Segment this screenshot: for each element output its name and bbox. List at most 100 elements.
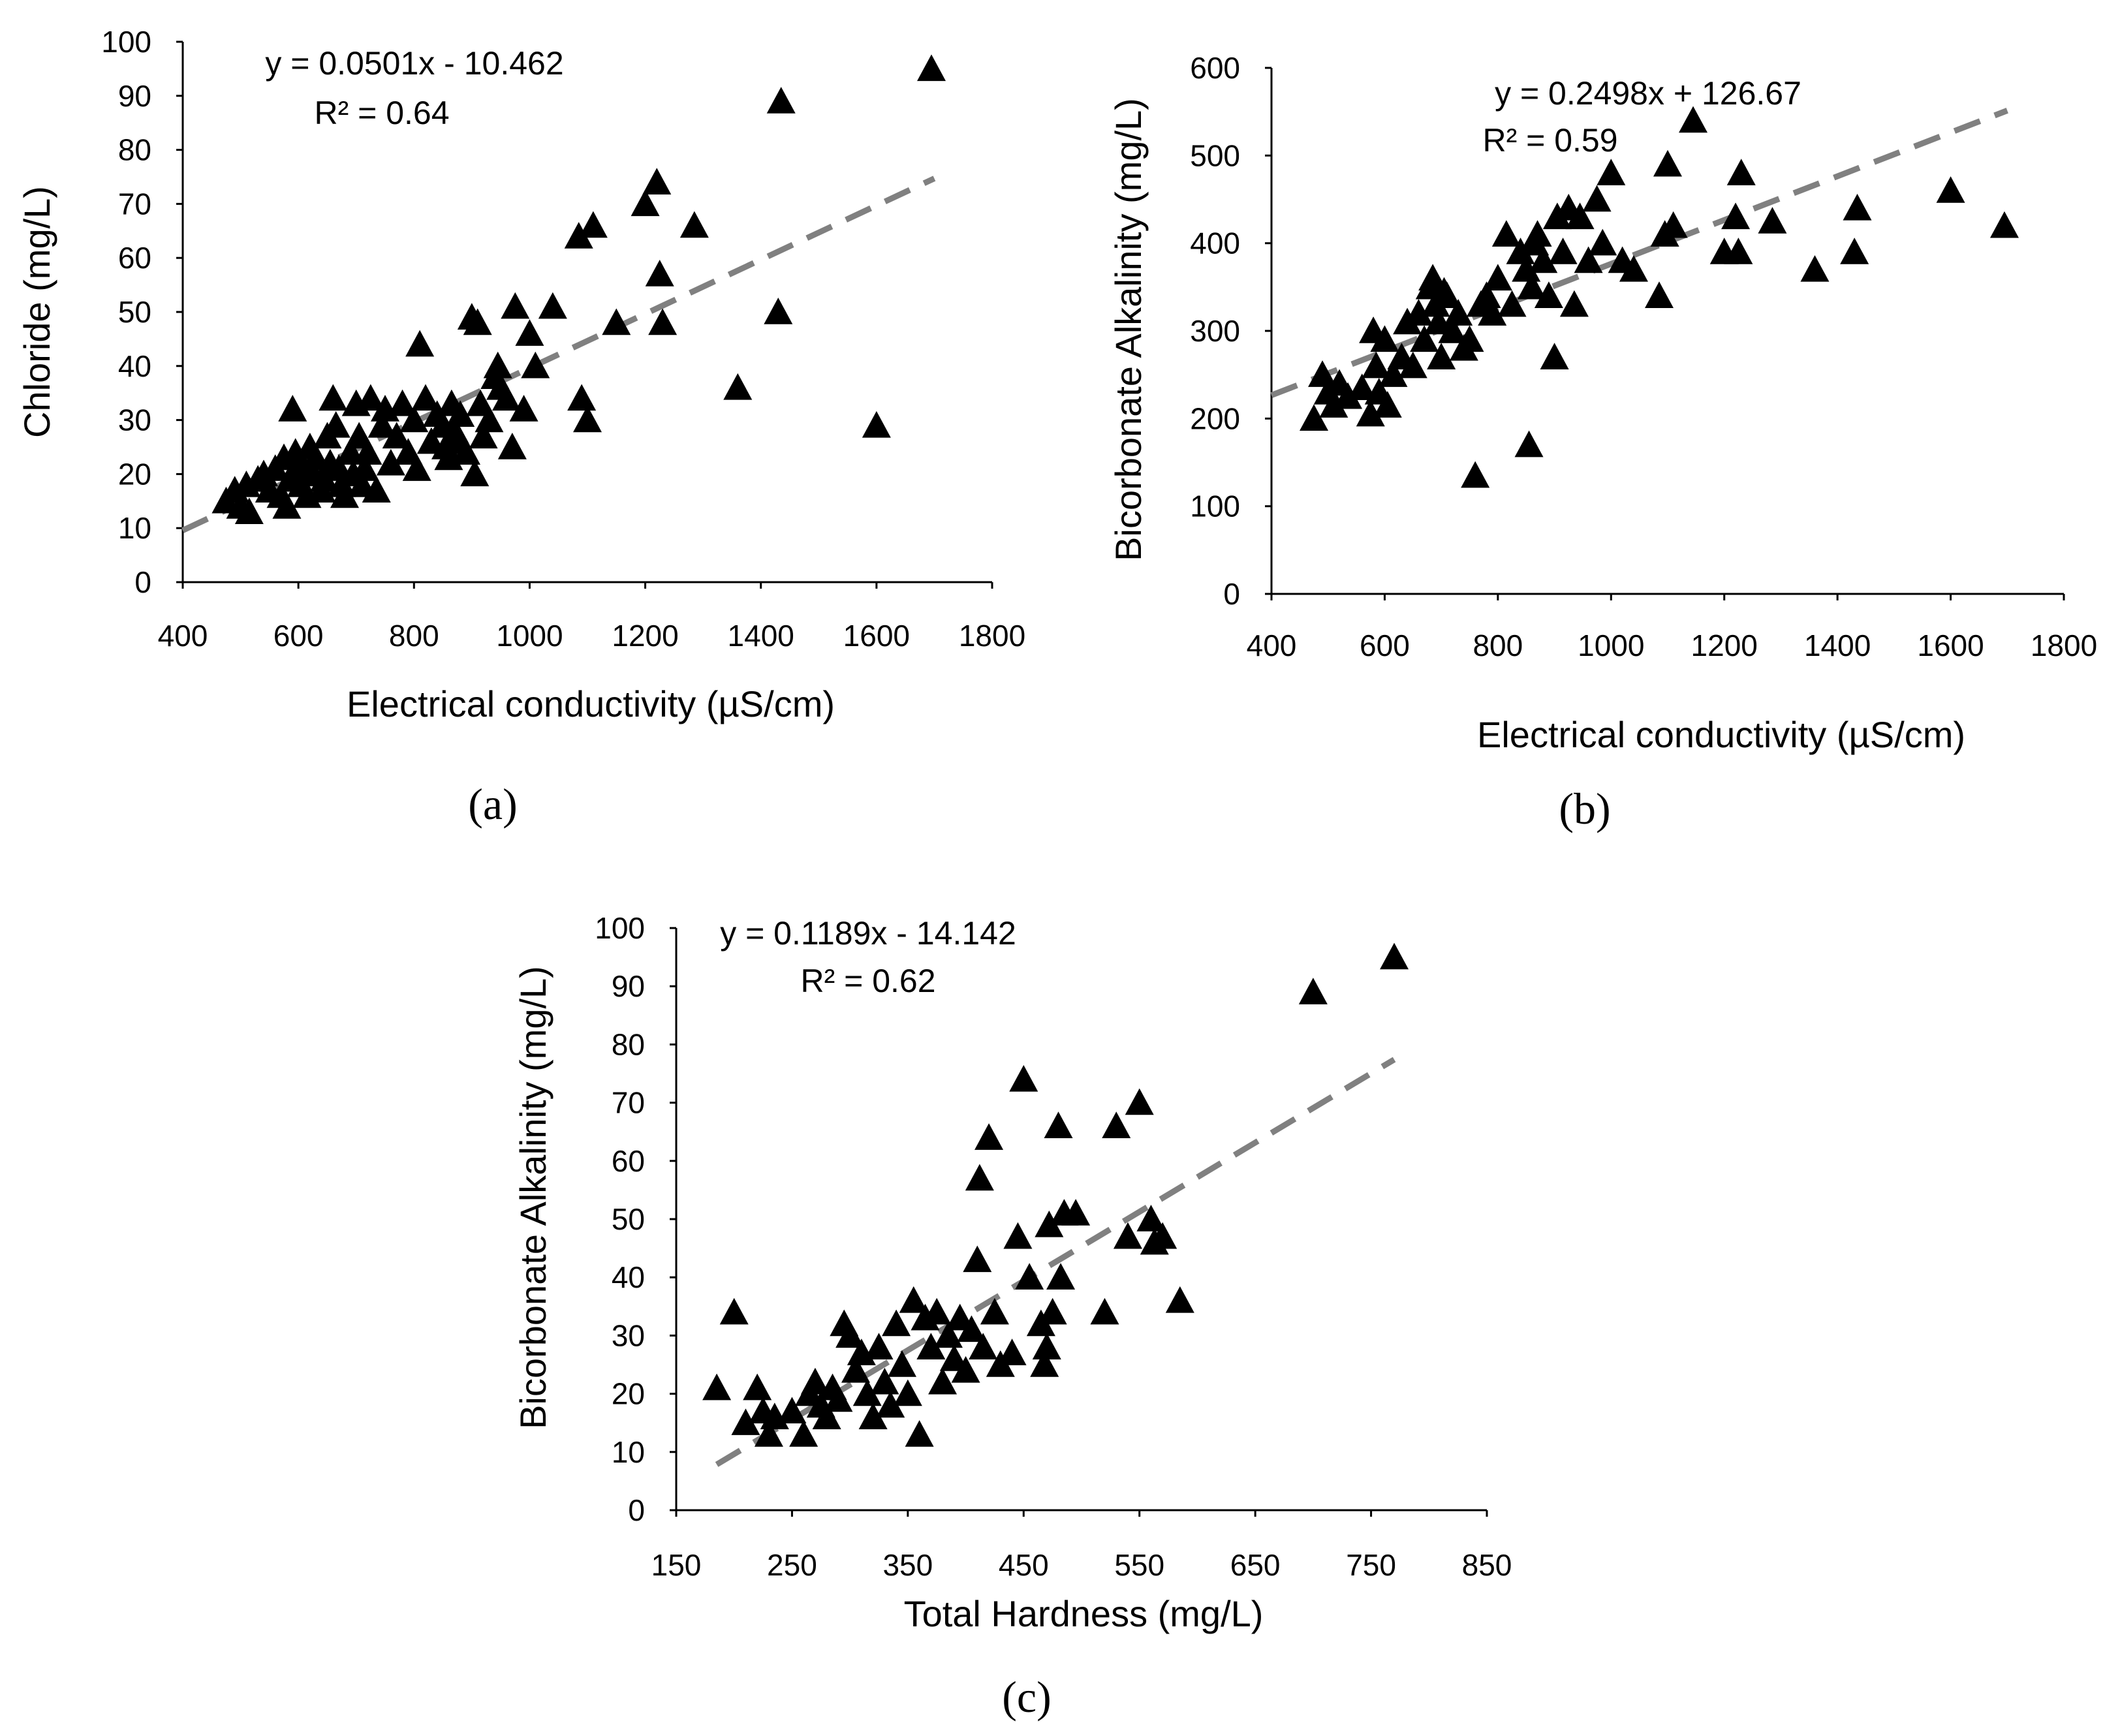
data-point [399,405,429,433]
data-point [1653,149,1682,177]
x-tick-label: 800 [1473,628,1523,662]
data-point [922,1297,952,1325]
data-point [272,492,302,519]
y-axis-title: Bicorbonate Alkalinity (mg/L) [512,966,553,1429]
x-axis-title: Total Hardness (mg/L) [904,1593,1264,1634]
x-tick-label: 150 [651,1548,702,1582]
data-point [1379,360,1408,387]
panel-caption: (a) [468,779,517,829]
y-tick-label: 50 [118,295,151,329]
data-point [578,211,608,238]
data-point [731,1408,760,1435]
data-point [1373,391,1402,418]
data-point [1840,238,1869,264]
data-point [319,384,348,411]
data-point [841,1356,871,1383]
x-tick-label: 400 [158,619,208,653]
data-point [362,476,391,503]
data-point [645,260,674,287]
data-point [951,1356,980,1383]
data-point [521,351,550,379]
data-point [463,308,492,335]
data-point [917,54,946,82]
data-point [1319,391,1348,418]
data-point [1565,202,1595,230]
x-tick-label: 1000 [496,619,563,653]
data-point [602,308,631,335]
y-tick-label: 500 [1190,138,1240,172]
data-point [719,1297,749,1325]
y-axis-title: Bicorbonate Alkalinity (mg/L) [1108,98,1149,561]
panel-caption: (b) [1559,784,1610,833]
data-point [1356,399,1385,427]
data-point [679,211,709,238]
y-tick-label: 100 [595,911,645,945]
data-point [405,330,435,357]
data-point [1534,281,1563,308]
y-tick-label: 0 [628,1493,645,1527]
data-point [411,384,440,411]
data-point [862,411,891,438]
data-point [1333,382,1363,409]
x-tick-label: 1800 [959,619,1025,653]
data-point [1619,255,1648,282]
y-tick-label: 600 [1190,51,1240,85]
data-point [1370,325,1399,352]
data-point [702,1373,732,1401]
y-tick-label: 20 [612,1377,645,1411]
data-point [1030,1350,1059,1377]
data-point [858,1403,888,1429]
x-tick-label: 1200 [1691,628,1758,662]
data-point [1497,290,1527,317]
data-point [1398,351,1427,379]
data-point [1483,264,1512,291]
chart-panel-a: 0 10 20 30 40 50 60 70 80 90 100 400 600 800 1000 1200 1… [16,25,1025,829]
y-tick-label: 0 [1223,577,1240,611]
r-squared-label: R² = 0.62 [800,963,935,999]
x-axis-title: Electrical conductivity (µS/cm) [1477,714,1965,755]
data-point [460,459,490,487]
data-point [1455,325,1484,352]
data-point [515,319,544,346]
data-point [1380,942,1409,970]
y-tick-label: 0 [134,565,151,599]
data-point [330,481,359,508]
data-point [402,454,431,481]
data-point [351,454,379,481]
trendline-equation: y = 0.0501x - 10.462 [265,45,563,82]
data-point [388,389,417,416]
x-tick-label: 1000 [1578,628,1644,662]
y-tick-label: 70 [118,187,151,221]
data-point [1491,220,1521,247]
data-point [483,351,512,379]
data-point [1427,343,1456,369]
trendline-equation: y = 0.2498x + 126.67 [1495,75,1801,112]
data-point [1582,185,1612,212]
x-tick-label: 650 [1230,1548,1281,1582]
data-point [1003,1222,1033,1249]
data-point [1113,1222,1142,1249]
data-point [812,1403,841,1429]
x-tick-label: 550 [1114,1548,1164,1582]
y-tick-label: 80 [118,133,151,167]
data-point [905,1420,934,1447]
data-point [1015,1263,1044,1290]
data-point [1300,404,1329,431]
data-point [1444,299,1473,326]
data-point [1347,373,1377,401]
data-point [509,395,538,422]
x-tick-label: 1800 [2031,628,2097,662]
data-point [1472,281,1501,308]
data-point [980,1297,1009,1325]
data-point [278,395,307,422]
data-point [1512,255,1541,282]
data-point [1009,1064,1038,1092]
r-squared-label: R² = 0.59 [1482,122,1617,159]
data-point [963,1245,992,1273]
data-point [1724,238,1753,264]
data-point [852,1379,882,1406]
data-point [899,1286,928,1313]
data-point [1559,290,1589,317]
data-point [1410,325,1439,352]
y-tick-label: 60 [118,241,151,275]
